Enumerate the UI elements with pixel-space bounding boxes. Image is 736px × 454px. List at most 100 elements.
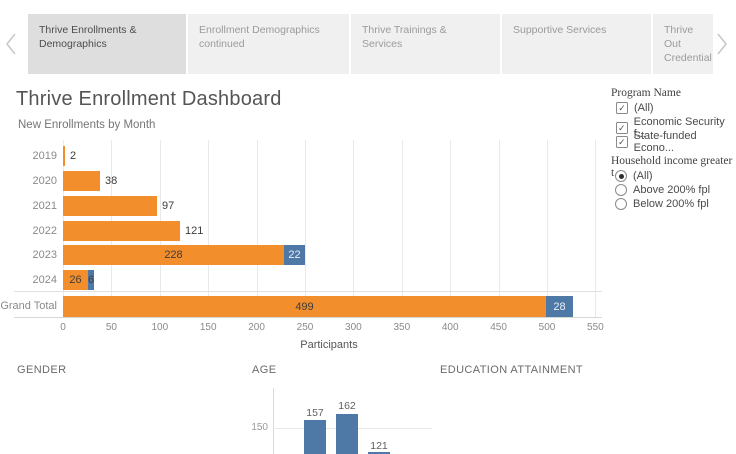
filter-option-label: Below 200% fpl <box>633 198 709 210</box>
tab-enrollment-demographics-continued[interactable]: Enrollment Demographics continued <box>188 14 349 74</box>
bar-segment-blue[interactable]: 22 <box>284 245 305 265</box>
gridline <box>208 140 210 317</box>
filter-option-label: Above 200% fpl <box>633 184 711 196</box>
bar-segment-blue[interactable]: 28 <box>546 296 573 317</box>
filter-option-program-all[interactable]: ✓ (All) <box>616 102 654 114</box>
bar-value-label: 26 <box>69 274 82 286</box>
tab-thrive-enrollments-demographics[interactable]: Thrive Enrollments & Demographics <box>28 14 186 74</box>
row-label-grand-total: Grand Total <box>0 300 57 312</box>
x-tick: 350 <box>393 322 411 333</box>
age-y-tick: 150 <box>251 422 268 433</box>
bar-segment-orange[interactable]: 228 <box>63 245 284 265</box>
bar-row-2020: 38 <box>63 171 117 191</box>
bar-value-label: 22 <box>288 249 301 261</box>
bar-segment-orange[interactable] <box>63 146 65 166</box>
bar-row-2021: 97 <box>63 196 174 216</box>
gridline <box>305 140 306 317</box>
tab-thrive-outcomes-credentials[interactable]: Thrive Out Credential <box>653 14 713 74</box>
bar-value-label: 97 <box>162 200 175 212</box>
bar-value-label: 28 <box>553 300 566 313</box>
chart-title: New Enrollments by Month <box>18 119 156 131</box>
tab-label: Thrive Trainings & Services <box>362 24 447 51</box>
x-tick: 200 <box>248 322 265 333</box>
age-bar-value-label: 121 <box>370 440 388 452</box>
bar-segment-orange[interactable] <box>63 171 100 191</box>
checkbox-checked-icon: ✓ <box>616 102 628 114</box>
age-bar[interactable] <box>368 452 390 454</box>
radio-unselected-icon <box>615 184 627 196</box>
bar-row-2019: 2 <box>63 146 76 166</box>
bar-value-label: 2 <box>70 150 77 162</box>
x-tick: 100 <box>151 322 169 333</box>
bar-row-grand-total: 499 28 <box>63 296 573 317</box>
row-label-2020: 2020 <box>32 175 57 187</box>
x-tick: 450 <box>490 322 507 333</box>
filter-option-label: (All) <box>634 102 654 114</box>
bar-value-label: 38 <box>105 175 118 187</box>
bar-segment-orange[interactable]: 499 <box>63 296 546 317</box>
gridline <box>547 140 548 317</box>
section-heading-gender: GENDER <box>17 364 67 376</box>
tab-scroll-right-icon[interactable] <box>713 30 731 58</box>
bar-row-2024: 26 6 <box>63 270 94 290</box>
tab-label: Enrollment Demographics continued <box>199 24 320 51</box>
age-bar[interactable] <box>304 420 326 454</box>
bar-value-label: 6 <box>87 274 95 286</box>
bar-row-2023: 228 22 <box>63 245 305 265</box>
x-tick: 250 <box>296 322 314 333</box>
bar-value-label: 228 <box>164 249 183 261</box>
filter-option-state-funded[interactable]: ✓ State-funded Econo... <box>616 130 736 154</box>
gridline <box>450 140 452 317</box>
section-heading-education: EDUCATION ATTAINMENT <box>440 364 584 376</box>
x-tick: 50 <box>105 322 117 333</box>
bar-segment-orange[interactable] <box>63 196 157 216</box>
filter-title-program-name: Program Name <box>611 87 681 99</box>
gridline <box>595 140 597 317</box>
checkbox-checked-icon: ✓ <box>616 136 628 148</box>
x-tick: 400 <box>441 322 459 333</box>
age-bar-value-label: 157 <box>306 407 324 419</box>
age-y-axis-line <box>273 388 274 454</box>
tab-scroll-left-icon[interactable] <box>2 30 20 58</box>
row-label-2023: 2023 <box>32 249 57 261</box>
x-axis-title: Participants <box>300 339 358 351</box>
gridline <box>498 140 500 317</box>
gridline <box>256 140 258 317</box>
filter-option-below-200-fpl[interactable]: Below 200% fpl <box>615 198 709 210</box>
radio-unselected-icon <box>615 198 627 210</box>
bar-segment-orange[interactable]: 26 <box>63 270 88 290</box>
bar-row-2022: 121 <box>63 221 203 241</box>
filter-option-above-200-fpl[interactable]: Above 200% fpl <box>615 184 710 196</box>
filter-option-label: State-funded Econo... <box>633 130 697 154</box>
x-tick: 150 <box>199 322 217 333</box>
row-label-2019: 2019 <box>32 150 57 162</box>
row-label-2021: 2021 <box>32 200 57 212</box>
tab-label: Thrive Out Credential <box>664 24 712 65</box>
age-bar-value-label: 162 <box>338 400 356 412</box>
tab-label: Supportive Services <box>513 24 607 36</box>
age-bar[interactable] <box>336 414 358 454</box>
gridline <box>401 140 403 317</box>
checkbox-checked-icon: ✓ <box>616 122 628 134</box>
bar-segment-blue[interactable]: 6 <box>88 270 94 290</box>
bar-value-label: 121 <box>185 225 204 237</box>
tab-supportive-services[interactable]: Supportive Services <box>502 14 651 74</box>
tab-label: Thrive Enrollments & Demographics <box>39 24 137 51</box>
tab-thrive-trainings-services[interactable]: Thrive Trainings & Services <box>351 14 500 74</box>
x-tick: 550 <box>587 322 604 333</box>
radio-selected-icon <box>615 170 627 182</box>
filter-option-income-all[interactable]: (All) <box>615 170 653 182</box>
x-tick: 300 <box>345 322 362 333</box>
filter-option-label: (All) <box>633 170 653 182</box>
filter-option-label: Economic Security f... <box>633 116 725 140</box>
x-axis-line <box>14 317 602 318</box>
x-tick: 0 <box>60 322 66 333</box>
filter-option-economic-security[interactable]: ✓ Economic Security f... <box>616 116 736 140</box>
bar-value-label: 499 <box>295 300 314 313</box>
bar-segment-orange[interactable] <box>63 221 180 241</box>
grand-total-separator <box>14 291 602 292</box>
x-tick: 500 <box>538 322 556 333</box>
page-title: Thrive Enrollment Dashboard <box>16 88 282 110</box>
row-label-2022: 2022 <box>32 225 57 237</box>
